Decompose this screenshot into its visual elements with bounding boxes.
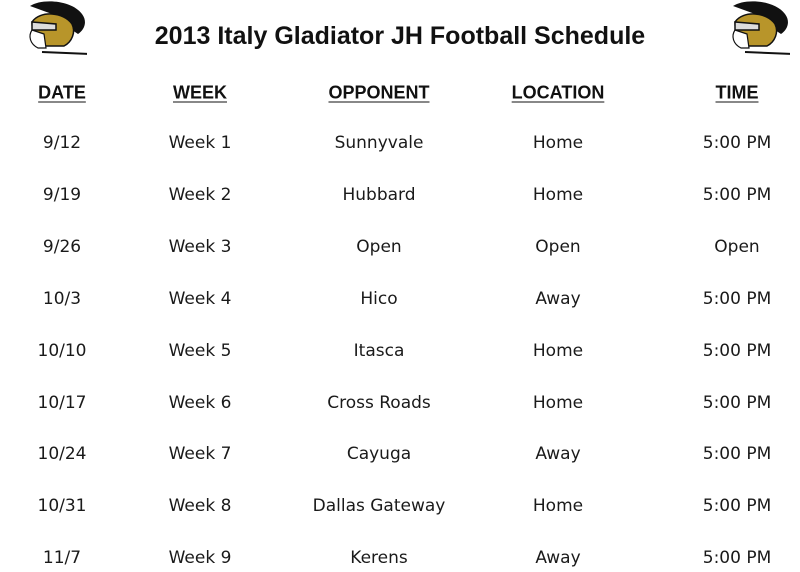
cell-date: 9/19 [42,184,82,205]
cell-opponent: Open [356,236,402,257]
cell-date: 9/12 [42,133,82,153]
cell-time: 5:00 PM [702,133,772,153]
cell-date: 10/10 [37,340,87,361]
cell-location: Open [535,236,581,257]
cell-opponent: Dallas Gateway [312,496,446,517]
page-title: 2013 Italy Gladiator JH Football Schedul… [154,22,646,50]
cell-week: Week 1 [168,133,232,153]
cell-opponent: Cross Roads [327,392,431,413]
cell-location: Home [532,133,584,153]
cell-time: 5:00 PM [702,184,772,205]
cell-time: Open [714,236,760,257]
cell-location: Away [535,444,581,465]
cell-opponent: Hubbard [342,184,416,205]
gladiator-logo-right [732,1,790,55]
cell-date: 11/7 [42,548,82,569]
cell-week: Week 3 [168,236,232,257]
cell-week: Week 8 [168,496,232,517]
cell-time: 5:00 PM [702,392,772,413]
cell-date: 10/17 [37,392,87,413]
cell-location: Home [532,340,584,361]
cell-time: 5:00 PM [702,444,772,465]
cell-time: 5:00 PM [702,548,772,569]
cell-week: Week 7 [168,444,232,465]
cell-time: 5:00 PM [702,496,772,517]
header-location: LOCATION [511,82,605,103]
cell-opponent: Kerens [350,548,408,569]
cell-week: Week 4 [168,288,232,309]
cell-opponent: Cayuga [346,444,412,465]
header-date: DATE [38,82,86,103]
cell-opponent: Itasca [353,340,405,361]
cell-location: Home [532,496,584,517]
header-time: TIME [715,82,759,103]
cell-date: 9/26 [42,236,82,257]
cell-location: Home [532,184,584,205]
cell-week: Week 5 [168,340,232,361]
cell-date: 10/24 [37,444,87,465]
cell-time: 5:00 PM [702,288,772,309]
gladiator-logo-left [29,1,87,55]
cell-location: Away [535,548,581,569]
cell-location: Away [535,288,581,309]
cell-week: Week 9 [168,548,232,569]
header-opponent: OPPONENT [328,82,430,103]
cell-week: Week 6 [168,392,232,413]
cell-date: 10/31 [37,496,87,517]
cell-week: Week 2 [168,184,232,205]
cell-location: Home [532,392,584,413]
cell-opponent: Sunnyvale [334,133,424,153]
header-week: WEEK [173,82,227,103]
cell-date: 10/3 [42,288,82,309]
cell-time: 5:00 PM [702,340,772,361]
cell-opponent: Hico [360,288,398,309]
